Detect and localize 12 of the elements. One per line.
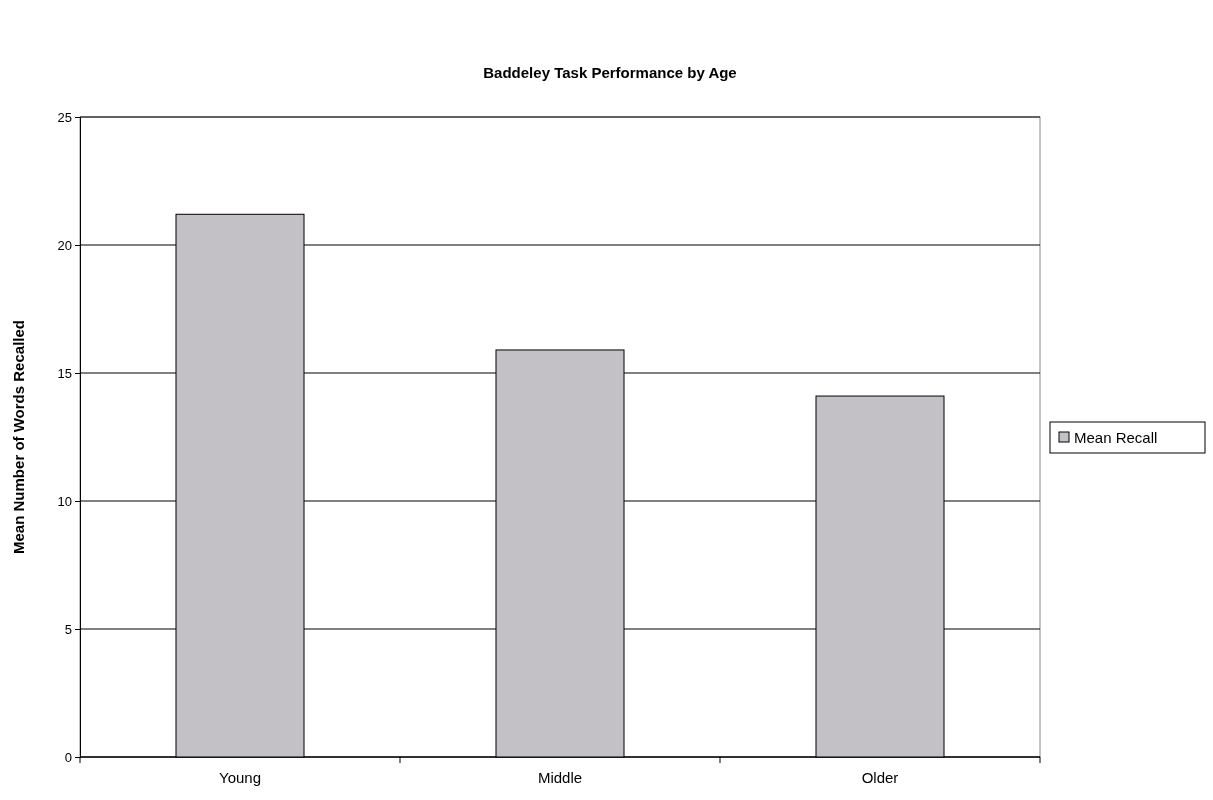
y-tick-label: 20 [57,237,72,253]
y-tick-label: 15 [57,365,72,381]
y-tick-label: 5 [64,621,72,637]
x-tick-label: Middle [537,769,583,786]
y-tick-label: 0 [64,749,72,765]
x-tick-label: Older [861,769,899,786]
y-axis-title: Mean Number of Words Recalled [10,320,27,554]
y-tick-label: 25 [57,109,72,125]
legend-label: Mean Recall [1074,429,1158,446]
chart-title: Baddeley Task Performance by Age [483,64,737,81]
x-tick-label: Young [219,769,261,786]
y-tick-label: 10 [57,493,72,509]
